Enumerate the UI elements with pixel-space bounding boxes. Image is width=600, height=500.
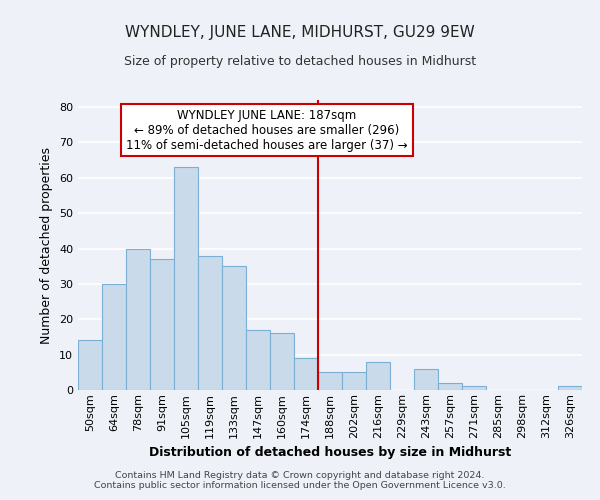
Bar <box>558 386 582 390</box>
Bar <box>78 340 102 390</box>
Text: Contains public sector information licensed under the Open Government Licence v3: Contains public sector information licen… <box>94 480 506 490</box>
Bar <box>222 266 246 390</box>
Bar <box>414 369 438 390</box>
Bar <box>198 256 222 390</box>
Bar <box>246 330 270 390</box>
Text: WYNDLEY, JUNE LANE, MIDHURST, GU29 9EW: WYNDLEY, JUNE LANE, MIDHURST, GU29 9EW <box>125 25 475 40</box>
Bar <box>126 248 150 390</box>
Y-axis label: Number of detached properties: Number of detached properties <box>40 146 53 344</box>
Bar <box>294 358 318 390</box>
Text: Contains HM Land Registry data © Crown copyright and database right 2024.: Contains HM Land Registry data © Crown c… <box>115 470 485 480</box>
Text: Size of property relative to detached houses in Midhurst: Size of property relative to detached ho… <box>124 55 476 68</box>
Bar <box>150 259 174 390</box>
Bar <box>270 334 294 390</box>
Bar <box>174 167 198 390</box>
Text: WYNDLEY JUNE LANE: 187sqm
← 89% of detached houses are smaller (296)
11% of semi: WYNDLEY JUNE LANE: 187sqm ← 89% of detac… <box>126 108 408 152</box>
Bar <box>102 284 126 390</box>
Bar <box>462 386 486 390</box>
Bar <box>438 383 462 390</box>
Bar <box>318 372 342 390</box>
Bar <box>342 372 366 390</box>
Bar <box>366 362 390 390</box>
X-axis label: Distribution of detached houses by size in Midhurst: Distribution of detached houses by size … <box>149 446 511 459</box>
